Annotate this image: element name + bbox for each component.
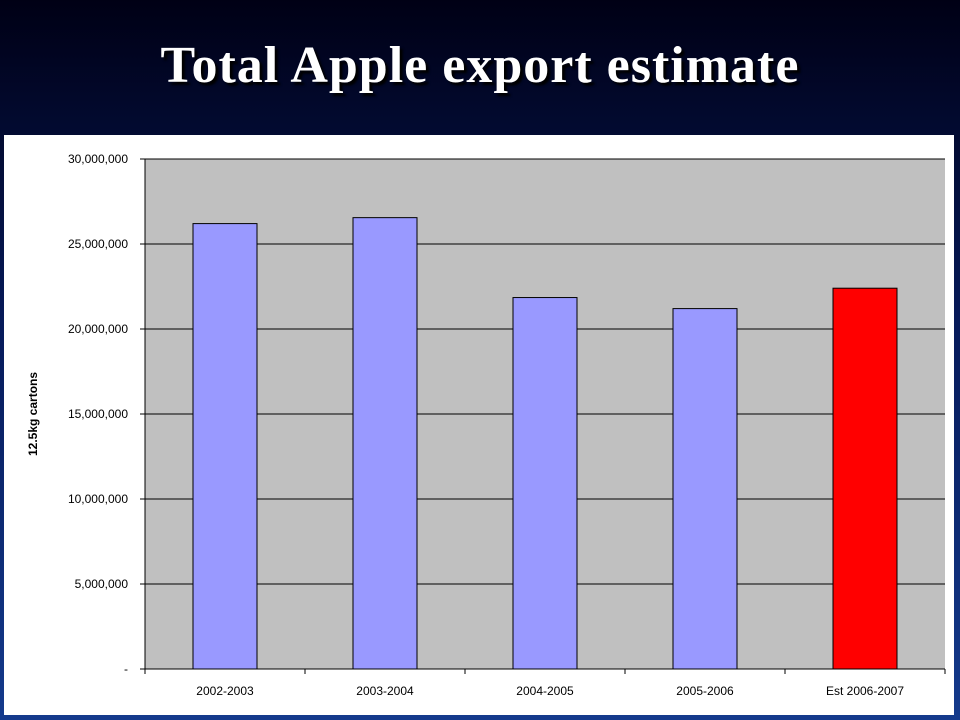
x-tick-label: 2004-2005 — [516, 684, 574, 698]
axes — [140, 158, 946, 674]
bar — [832, 287, 898, 670]
bar — [352, 217, 418, 670]
y-tick-label: 20,000,000 — [68, 322, 128, 336]
y-tick-label: 10,000,000 — [68, 492, 128, 506]
slide-title: Total Apple export estimate — [160, 37, 800, 94]
x-tick-label: 2002-2003 — [196, 684, 254, 698]
bar — [672, 308, 738, 670]
bars — [192, 217, 898, 670]
tick-labels: - 5,000,000 10,000,000 15,000,000 20,000,000… — [68, 152, 904, 698]
chart-frame: - 5,000,000 10,000,000 15,000,000 20,000,000… — [4, 135, 954, 715]
y-tick-label: 30,000,000 — [68, 152, 128, 166]
y-axis-title: 12.5kg cartons — [26, 372, 40, 456]
x-tick-label: 2003-2004 — [356, 684, 414, 698]
y-tick-label: 15,000,000 — [68, 407, 128, 421]
x-tick-label: Est 2006-2007 — [826, 684, 904, 698]
y-tick-label: - — [124, 662, 128, 676]
y-tick-label: 25,000,000 — [68, 237, 128, 251]
bar — [512, 297, 578, 670]
bar — [192, 223, 258, 670]
x-tick-label: 2005-2006 — [676, 684, 734, 698]
y-tick-label: 5,000,000 — [75, 577, 129, 591]
bar-chart: - 5,000,000 10,000,000 15,000,000 20,000,000… — [26, 152, 946, 698]
